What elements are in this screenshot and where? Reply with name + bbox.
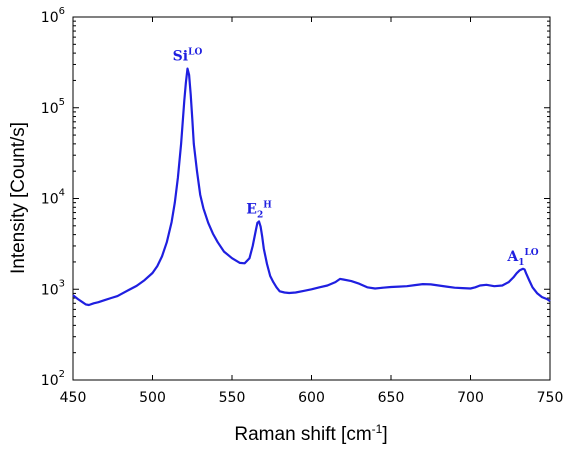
peak-label: A1LO [506, 248, 538, 268]
y-tick-label: 106 [41, 6, 65, 26]
x-tick-label: 700 [457, 390, 484, 406]
y-tick-label: 104 [41, 188, 65, 208]
x-tick-label: 500 [139, 390, 166, 406]
x-tick-label: 650 [378, 390, 405, 406]
peak-annotations: SiLO E2H A1LO [173, 48, 539, 268]
peak-label: E2H [246, 200, 272, 220]
plot-area-frame [72, 16, 551, 381]
spectrum-line [72, 67, 551, 307]
y-tick-label: 105 [41, 97, 65, 117]
y-tick-label: 103 [41, 278, 65, 298]
x-tick-label: 600 [298, 390, 325, 406]
x-axis-label: Raman shift [cm-1] [234, 422, 387, 445]
peak-label: SiLO [173, 48, 203, 65]
x-axis-ticks: 450 500 550 600 650 700 750 [60, 17, 564, 406]
y-tick-label: 102 [41, 369, 65, 389]
y-axis-label: Intensity [Count/s] [8, 122, 29, 274]
y-axis-ticks: 102 103 104 105 106 [41, 6, 550, 389]
x-tick-label: 750 [537, 390, 564, 406]
x-tick-label: 550 [219, 390, 246, 406]
x-tick-label: 450 [60, 390, 87, 406]
